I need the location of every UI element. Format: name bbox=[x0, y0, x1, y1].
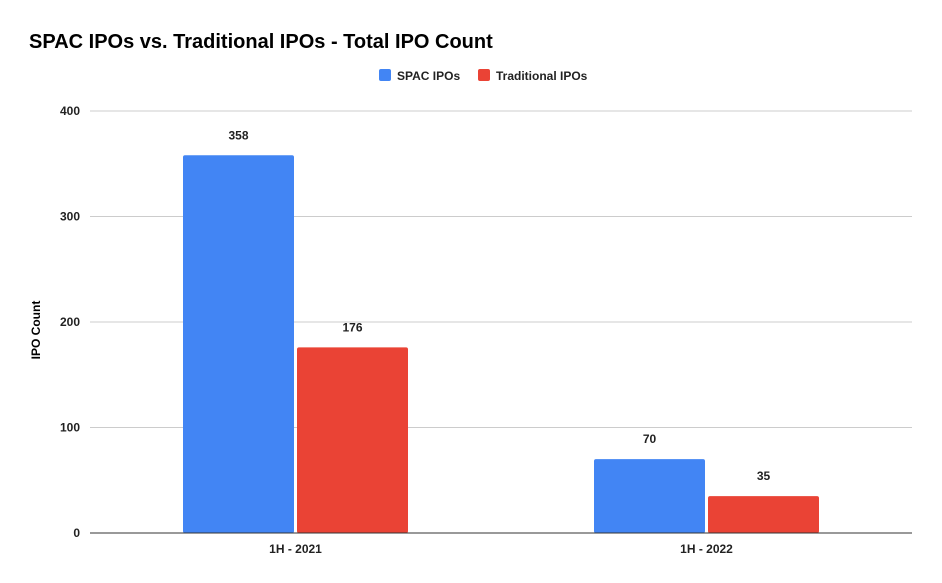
bars bbox=[183, 155, 819, 533]
y-tick-label: 100 bbox=[60, 421, 80, 435]
data-label-traditional-ipos: 176 bbox=[342, 320, 362, 334]
bar-traditional-ipos bbox=[708, 496, 819, 533]
y-axis-title: IPO Count bbox=[29, 301, 43, 360]
legend-label-traditional: Traditional IPOs bbox=[496, 69, 588, 83]
legend: SPAC IPOs Traditional IPOs bbox=[379, 69, 588, 83]
bar-traditional-ipos bbox=[297, 347, 408, 533]
data-label-spac-ipos: 70 bbox=[643, 432, 657, 446]
legend-swatch-spac bbox=[379, 69, 391, 81]
y-tick-label: 400 bbox=[60, 104, 80, 118]
data-label-spac-ipos: 358 bbox=[228, 128, 248, 142]
bar-spac-ipos bbox=[183, 155, 294, 533]
y-axis-ticks: 0 100 200 300 400 bbox=[60, 104, 80, 540]
data-label-traditional-ipos: 35 bbox=[757, 469, 771, 483]
x-tick-label: 1H - 2021 bbox=[269, 542, 322, 556]
legend-swatch-traditional bbox=[478, 69, 490, 81]
data-labels: 358 176 70 35 bbox=[228, 128, 770, 483]
legend-label-spac: SPAC IPOs bbox=[397, 69, 460, 83]
y-tick-label: 300 bbox=[60, 210, 80, 224]
y-tick-label: 0 bbox=[73, 526, 80, 540]
x-tick-label: 1H - 2022 bbox=[680, 542, 733, 556]
chart-title: SPAC IPOs vs. Traditional IPOs - Total I… bbox=[29, 31, 493, 53]
bar-spac-ipos bbox=[594, 459, 705, 533]
x-axis-ticks: 1H - 2021 1H - 2022 bbox=[269, 542, 733, 556]
y-tick-label: 200 bbox=[60, 315, 80, 329]
